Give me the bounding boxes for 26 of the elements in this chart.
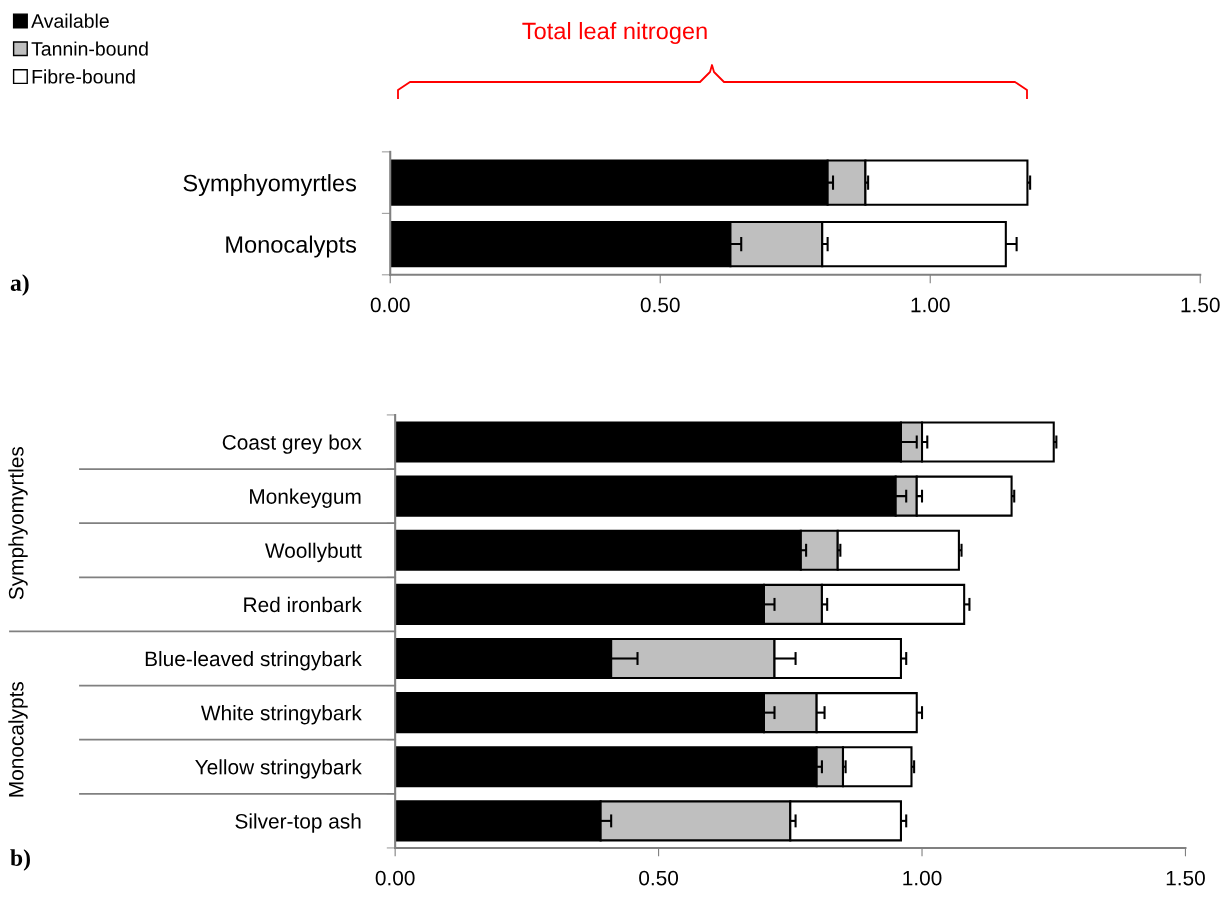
- y-tick-label: Woollybutt: [265, 542, 362, 563]
- text: b): [10, 849, 30, 871]
- y-tick-label: Monocalypts: [226, 235, 357, 258]
- x-tick-label: 0.50: [639, 870, 679, 886]
- x-tick-label: 0.50: [640, 297, 680, 313]
- y-tick-label: Monkeygum: [250, 488, 361, 508]
- x-tick-label: 1.50: [1166, 870, 1205, 886]
- legend-label: Tannin-bound: [31, 41, 148, 56]
- y-tick-label: Silver-top ash: [235, 813, 361, 833]
- text: Total leaf nitrogen: [522, 22, 707, 44]
- x-tick-label: 0.00: [375, 870, 415, 886]
- x-tick-label: 0.00: [370, 297, 410, 313]
- y-tick-label: Symphyomyrtles: [183, 174, 357, 197]
- text: Monocalypts: [8, 681, 28, 797]
- y-tick-label: Coast grey box: [222, 434, 362, 454]
- x-tick-label: 1.50: [1181, 297, 1220, 313]
- text: a): [10, 274, 29, 296]
- legend-label: Available: [31, 13, 109, 28]
- y-tick-label: Yellow stringybark: [195, 759, 362, 779]
- y-tick-label: Red ironbark: [244, 596, 362, 613]
- y-tick-label: White stringybark: [200, 705, 362, 725]
- text: Symphyomyrtles: [8, 446, 28, 600]
- legend-label: Fibre-bound: [32, 69, 135, 84]
- y-tick-label: Blue-leaved stringybark: [145, 650, 362, 671]
- x-tick-label: 1.00: [911, 297, 950, 313]
- x-tick-label: 1.00: [903, 870, 942, 886]
